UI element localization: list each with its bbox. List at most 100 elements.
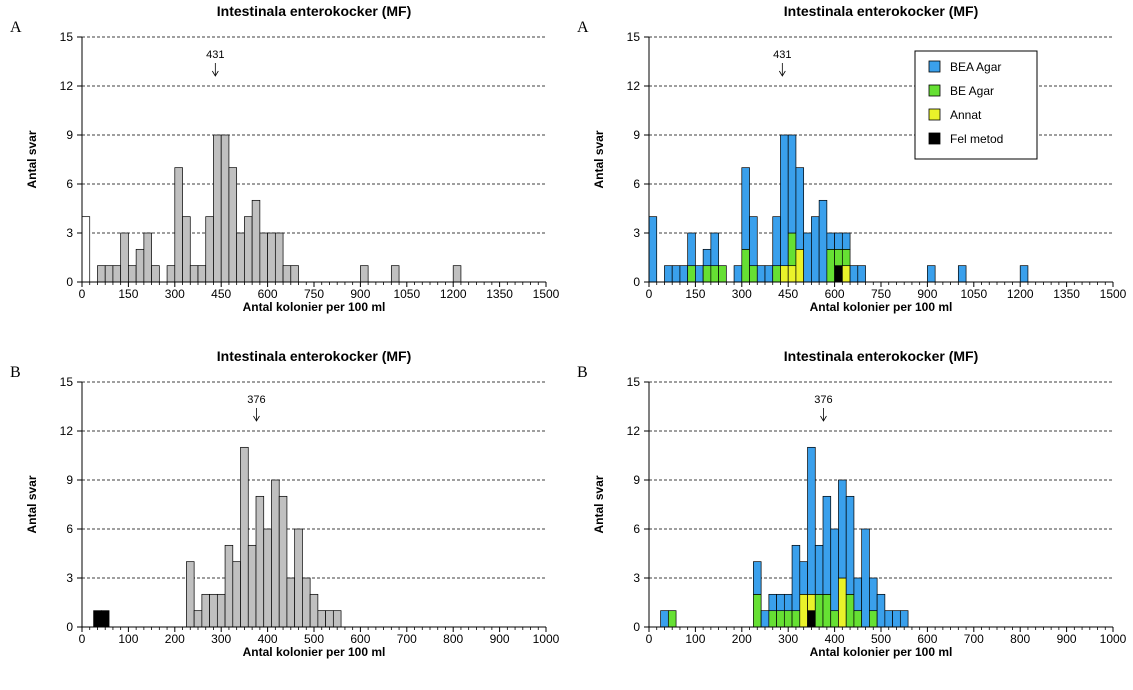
bar	[251, 199, 261, 283]
x-tick-label: 1000	[1100, 632, 1127, 646]
bar-segment-be-agar	[822, 593, 832, 628]
y-tick-label: 12	[627, 79, 641, 93]
chart-title: Intestinala enterokocker (MF)	[217, 348, 412, 364]
bar-segment-bea-agar	[671, 265, 681, 283]
bar	[220, 134, 230, 283]
x-tick-label: 900	[1057, 632, 1077, 646]
y-tick-label: 6	[66, 177, 73, 191]
median-label: 431	[206, 49, 224, 61]
bar-segment-bea-agar	[845, 495, 855, 595]
bar-segment-bea-agar	[783, 593, 793, 612]
bar-white	[81, 216, 91, 283]
histogram-b-gray: B Intestinala enterokocker (MF) 0 100 200 300…	[10, 348, 560, 659]
bar-segment-be-agar	[687, 265, 696, 283]
bar-segment-bea-agar	[695, 265, 704, 283]
y-tick-label: 15	[627, 30, 641, 44]
bar-segment-bea-agar	[749, 216, 758, 267]
bar	[228, 167, 238, 283]
x-tick-label: 900	[490, 632, 510, 646]
legend-swatch	[928, 84, 941, 97]
bar-segment-bea-agar	[664, 265, 673, 283]
x-tick-label: 200	[732, 632, 752, 646]
bar-segment-be-agar	[853, 610, 863, 628]
x-tick-label: 500	[304, 632, 324, 646]
x-tick-label: 300	[211, 632, 231, 646]
bar-segment-be-agar	[834, 248, 843, 267]
y-tick-label: 9	[66, 473, 73, 487]
x-tick-label: 700	[397, 632, 417, 646]
x-axis-title: Antal kolonier per 100 ml	[243, 300, 386, 314]
bar-segment-fel-metod	[834, 265, 843, 283]
bar-segment-bea-agar	[841, 232, 851, 250]
x-tick-label: 100	[685, 632, 705, 646]
y-axis-title: Antal svar	[592, 130, 606, 188]
bar	[247, 544, 257, 628]
bar	[104, 265, 114, 283]
y-tick-label: 3	[633, 226, 640, 240]
x-tick-label: 750	[304, 287, 324, 301]
x-tick-label: 450	[778, 287, 798, 301]
bar-segment-be-agar	[791, 610, 801, 628]
bar-segment-be-agar	[845, 593, 855, 628]
bar-segment-bea-agar	[899, 610, 909, 628]
y-tick-label: 12	[60, 79, 74, 93]
bar-segment-be-agar	[753, 593, 762, 628]
bar-segment-bea-agar	[702, 248, 712, 267]
x-tick-label: 300	[165, 287, 185, 301]
bar-segment-bea-agar	[648, 216, 658, 283]
y-axis-title: Antal svar	[592, 475, 606, 533]
y-tick-label: 0	[66, 620, 73, 634]
bar-segment-bea-agar	[753, 561, 762, 595]
chart-title: Intestinala enterokocker (MF)	[784, 3, 979, 19]
x-tick-label: 800	[1010, 632, 1030, 646]
bar-segment-bea-agar	[780, 134, 789, 267]
bar-segment-annat	[795, 248, 805, 283]
bar-segment-be-agar	[783, 610, 793, 628]
bar	[302, 577, 311, 628]
x-tick-label: 200	[165, 632, 185, 646]
x-tick-label: 150	[118, 287, 138, 301]
median-arrow-icon	[820, 415, 827, 422]
bar-segment-bea-agar	[710, 232, 719, 267]
bar	[278, 495, 288, 628]
bar	[151, 265, 160, 283]
bar	[360, 265, 369, 283]
x-tick-label: 1050	[393, 287, 420, 301]
bar	[128, 265, 137, 283]
bar-segment-bea-agar	[772, 216, 781, 267]
x-tick-label: 100	[118, 632, 138, 646]
legend-label: Annat	[950, 108, 982, 122]
y-tick-label: 9	[66, 128, 73, 142]
bar	[189, 265, 199, 283]
bar	[112, 265, 122, 283]
chart-panel-b-gray: B Intestinala enterokocker (MF) 0 100 200 300…	[0, 345, 566, 690]
bar-segment-bea-agar	[803, 232, 812, 283]
bar	[182, 216, 191, 283]
bar	[255, 495, 265, 628]
bar-segment-be-agar	[718, 265, 727, 283]
x-tick-label: 700	[964, 632, 984, 646]
bar-segment-be-agar	[826, 248, 835, 283]
legend-label: BEA Agar	[950, 60, 1001, 74]
x-tick-label: 400	[258, 632, 278, 646]
y-tick-label: 6	[633, 177, 640, 191]
x-tick-label: 800	[443, 632, 463, 646]
bar-segment-be-agar	[667, 610, 677, 628]
panel-letter: B	[577, 364, 588, 381]
x-tick-label: 1200	[440, 287, 467, 301]
bar-black	[93, 610, 102, 628]
bar	[209, 593, 218, 628]
panel-letter: B	[10, 364, 21, 381]
bar	[213, 134, 222, 283]
panel-letter: A	[10, 19, 22, 36]
y-tick-label: 15	[627, 375, 641, 389]
bar	[236, 232, 245, 283]
bar-segment-be-agar	[741, 248, 750, 283]
bar-segment-be-agar	[814, 593, 824, 628]
x-tick-label: 400	[825, 632, 845, 646]
bar-segment-fel-metod	[807, 610, 816, 628]
x-tick-label: 750	[871, 287, 891, 301]
bar-segment-bea-agar	[760, 610, 770, 628]
